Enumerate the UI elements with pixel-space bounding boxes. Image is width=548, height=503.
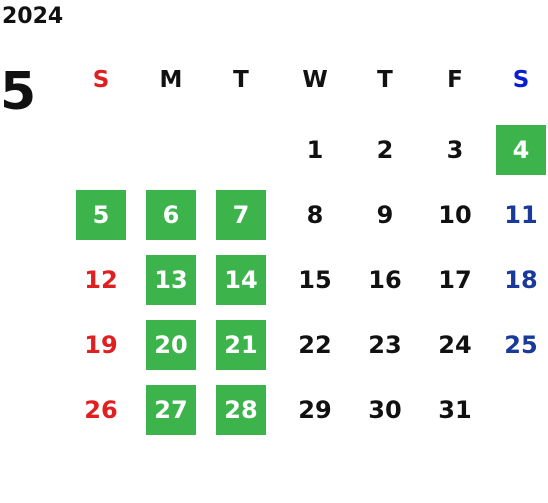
day: 16 [368,266,402,294]
day: 11 [504,201,538,229]
highlighted-day: 5 [76,190,126,240]
day: 9 [376,201,394,229]
day: 22 [298,331,332,359]
day: 25 [504,331,538,359]
highlighted-day: 13 [146,255,196,305]
highlighted-day: 7 [216,190,266,240]
weekday-label: S [92,67,110,93]
weekday-label: T [377,67,393,93]
highlighted-day: 4 [496,125,546,175]
day: 1 [306,136,324,164]
weekday-label: S [512,67,530,93]
day: 30 [368,396,402,424]
day: 23 [368,331,402,359]
highlighted-day: 28 [216,385,266,435]
weekday-label: F [447,67,463,93]
day: 3 [446,136,464,164]
day: 8 [306,201,324,229]
year: 2024 [2,4,64,29]
highlighted-day: 14 [216,255,266,305]
day: 10 [438,201,472,229]
day: 26 [84,396,118,424]
day: 17 [438,266,472,294]
month: 5 [0,62,37,122]
day: 19 [84,331,118,359]
highlighted-day: 27 [146,385,196,435]
day: 24 [438,331,472,359]
highlighted-day: 20 [146,320,196,370]
weekday-label: T [233,67,249,93]
day: 18 [504,266,538,294]
weekday-label: W [302,67,328,93]
day: 12 [84,266,118,294]
day: 2 [376,136,394,164]
highlighted-day: 21 [216,320,266,370]
highlighted-day: 6 [146,190,196,240]
day: 15 [298,266,332,294]
day: 29 [298,396,332,424]
weekday-label: M [159,67,183,93]
day: 31 [438,396,472,424]
